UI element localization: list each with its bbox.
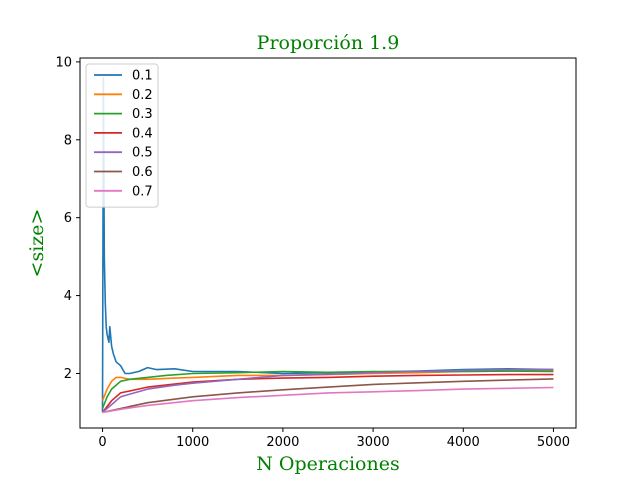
legend-label-0.3: 0.3 [132,107,153,122]
x-axis-label: N Operaciones [256,453,399,475]
plot-area [101,76,554,414]
x-tick-label: 1000 [176,435,209,450]
y-tick-label: 4 [64,289,72,304]
series-line-0.7 [102,386,554,414]
legend-label-0.7: 0.7 [132,184,153,199]
x-axis: 0 1000 2000 3000 4000 5000 [98,428,570,450]
series-line-0.1 [101,76,554,413]
y-tick-label: 6 [64,211,72,226]
y-tick-label: 10 [55,55,72,70]
legend-label-0.2: 0.2 [132,88,153,103]
plot-frame [79,57,577,429]
legend-label-0.5: 0.5 [132,146,153,161]
series-line-0.6 [102,378,554,414]
legend-label-0.4: 0.4 [132,126,153,141]
legend-label-0.1: 0.1 [132,69,153,84]
y-tick-label: 2 [64,367,72,382]
series-line-0.4 [101,373,554,413]
x-tick-label: 5000 [537,435,570,450]
x-tick-label: 3000 [357,435,390,450]
chart-title: Proporción 1.9 [257,32,400,54]
y-tick-label: 8 [64,133,72,148]
x-tick-label: 2000 [266,435,299,450]
series-line-0.5 [101,368,554,414]
x-tick-label: 0 [98,435,106,450]
y-axis-label: <size> [26,209,48,278]
y-axis: 2 4 6 8 10 [55,55,80,382]
legend: 0.1 0.2 0.3 0.4 0.5 0.6 0.7 [85,63,159,208]
series-line-0.2 [101,369,554,401]
x-tick-label: 4000 [447,435,480,450]
legend-label-0.6: 0.6 [132,165,153,180]
